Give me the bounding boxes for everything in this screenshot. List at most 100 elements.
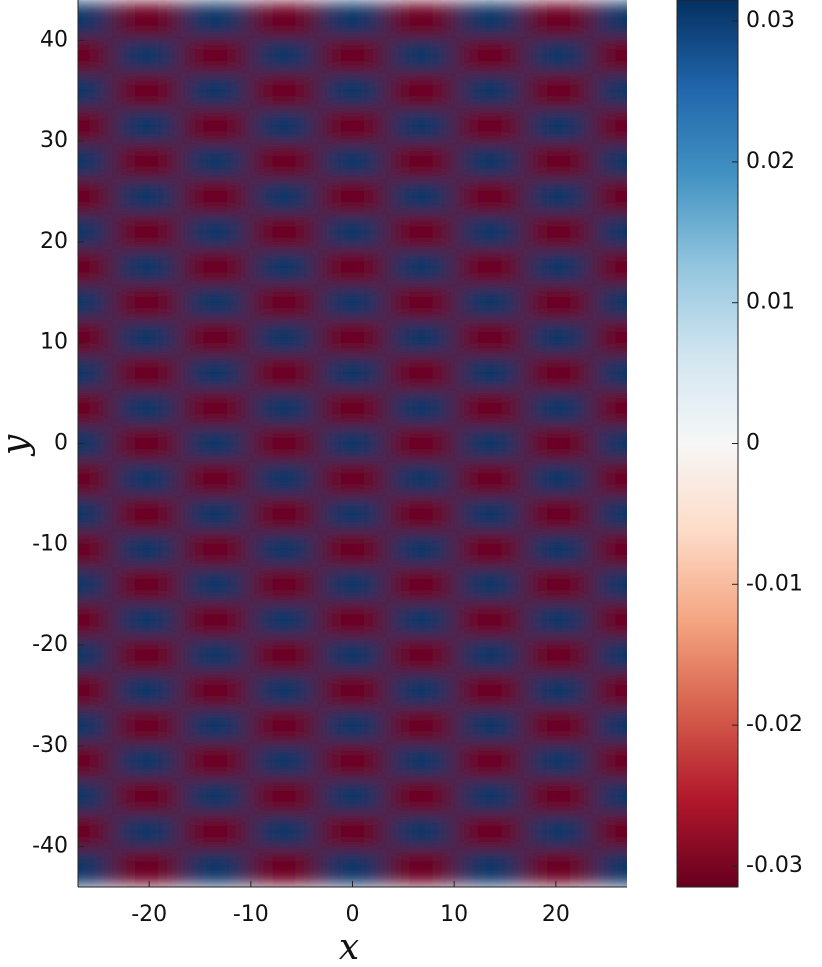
heatmap-cell: [524, 390, 594, 427]
heatmap-cell: [112, 566, 182, 603]
heatmap-cell: [386, 496, 456, 533]
heatmap-cell: [386, 708, 456, 744]
heatmap-cell: [249, 637, 319, 674]
heatmap-cell: [524, 602, 594, 639]
heatmap-cell: [592, 425, 627, 462]
heatmap-cell: [386, 284, 456, 321]
colorbar-tick-label: 0.01: [746, 290, 795, 315]
heatmap-cell: [524, 849, 594, 885]
heatmap-cell: [112, 778, 182, 815]
x-axis-label: x: [339, 927, 359, 967]
heatmap-cell: [249, 566, 319, 603]
heatmap-cell: [249, 672, 319, 709]
heatmap-cell: [592, 284, 627, 321]
heatmap-cell: [318, 214, 388, 250]
heatmap-cell: [180, 2, 251, 39]
heatmap-cell: [180, 178, 251, 215]
heatmap-cell: [180, 708, 251, 744]
y-tick-label: 0: [54, 431, 68, 456]
heatmap-cell: [180, 320, 251, 356]
heatmap-cell: [180, 390, 251, 427]
heatmap-cell: [592, 108, 627, 145]
heatmap-cell: [112, 425, 182, 462]
heatmap-cell: [592, 461, 627, 497]
heatmap-cell: [112, 178, 182, 215]
heatmap-cell: [78, 108, 113, 145]
heatmap-cell: [592, 390, 627, 427]
y-axis-label: y: [0, 434, 36, 457]
heatmap-cell: [249, 743, 319, 780]
heatmap-cell: [386, 37, 456, 74]
heatmap-cell: [524, 461, 594, 497]
heatmap-cell: [78, 461, 113, 497]
heatmap-cell: [112, 531, 182, 568]
heatmap-cell: [592, 849, 627, 885]
heatmap-cell: [318, 496, 388, 533]
heatmap-cell: [592, 531, 627, 568]
heatmap-cell: [180, 778, 251, 815]
heatmap-cell: [78, 178, 113, 215]
heatmap-cell: [78, 249, 113, 286]
heatmap-cell: [78, 849, 113, 885]
heatmap-cell: [180, 672, 251, 709]
heatmap-cell: [524, 355, 594, 392]
colorbar-tick-label: -0.03: [746, 853, 803, 878]
heatmap-cell: [112, 390, 182, 427]
y-tick-label: -10: [32, 531, 68, 556]
heatmap-cell: [318, 249, 388, 286]
heatmap-cell: [78, 602, 113, 639]
heatmap-cell: [318, 2, 388, 39]
heatmap-cell: [318, 778, 388, 815]
heatmap-cell: [455, 849, 525, 885]
heatmap-cell: [112, 461, 182, 497]
colorbar-tick-label: 0: [746, 431, 760, 456]
heatmap-cell: [249, 73, 319, 109]
heatmap-cell: [524, 73, 594, 109]
heatmap-cell: [455, 672, 525, 709]
heatmap-cell: [249, 390, 319, 427]
heatmap-cell: [455, 320, 525, 356]
heatmap-cell: [318, 813, 388, 850]
x-tick-label: 0: [346, 902, 360, 927]
heatmap-cell: [592, 637, 627, 674]
heatmap-cell: [455, 37, 525, 74]
heatmap-cell: [386, 73, 456, 109]
heatmap-cell: [455, 708, 525, 744]
heatmap-cell: [78, 531, 113, 568]
heatmap-cell: [318, 672, 388, 709]
heatmap: [78, 2, 627, 885]
heatmap-cell: [249, 214, 319, 250]
heatmap-cell: [592, 566, 627, 603]
heatmap-cell: [78, 73, 113, 109]
heatmap-cell: [112, 37, 182, 74]
heatmap-cell: [249, 461, 319, 497]
heatmap-cell: [318, 73, 388, 109]
heatmap-cell: [180, 461, 251, 497]
colorbar-tick-label: -0.01: [746, 571, 803, 596]
heatmap-cell: [455, 73, 525, 109]
heatmap-cell: [78, 496, 113, 533]
heatmap-cell: [249, 813, 319, 850]
heatmap-cell: [592, 778, 627, 815]
heatmap-cell: [386, 602, 456, 639]
y-tick-label: 10: [40, 330, 68, 355]
heatmap-cell: [112, 2, 182, 39]
heatmap-cell: [112, 320, 182, 356]
heatmap-cell: [112, 496, 182, 533]
heatmap-cell: [78, 708, 113, 744]
heatmap-cell: [112, 602, 182, 639]
heatmap-cell: [455, 566, 525, 603]
heatmap-cell: [180, 143, 251, 180]
heatmap-cell: [112, 637, 182, 674]
heatmap-cell: [249, 143, 319, 180]
plot-area: [78, 2, 627, 885]
heatmap-cell: [318, 390, 388, 427]
colorbar-tick-label: -0.02: [746, 712, 803, 737]
heatmap-cell: [249, 425, 319, 462]
heatmap-cell: [592, 214, 627, 250]
x-tick-label: -10: [233, 902, 269, 927]
heatmap-cell: [180, 637, 251, 674]
heatmap-cell: [318, 320, 388, 356]
heatmap-cell: [249, 284, 319, 321]
heatmap-cell: [455, 743, 525, 780]
